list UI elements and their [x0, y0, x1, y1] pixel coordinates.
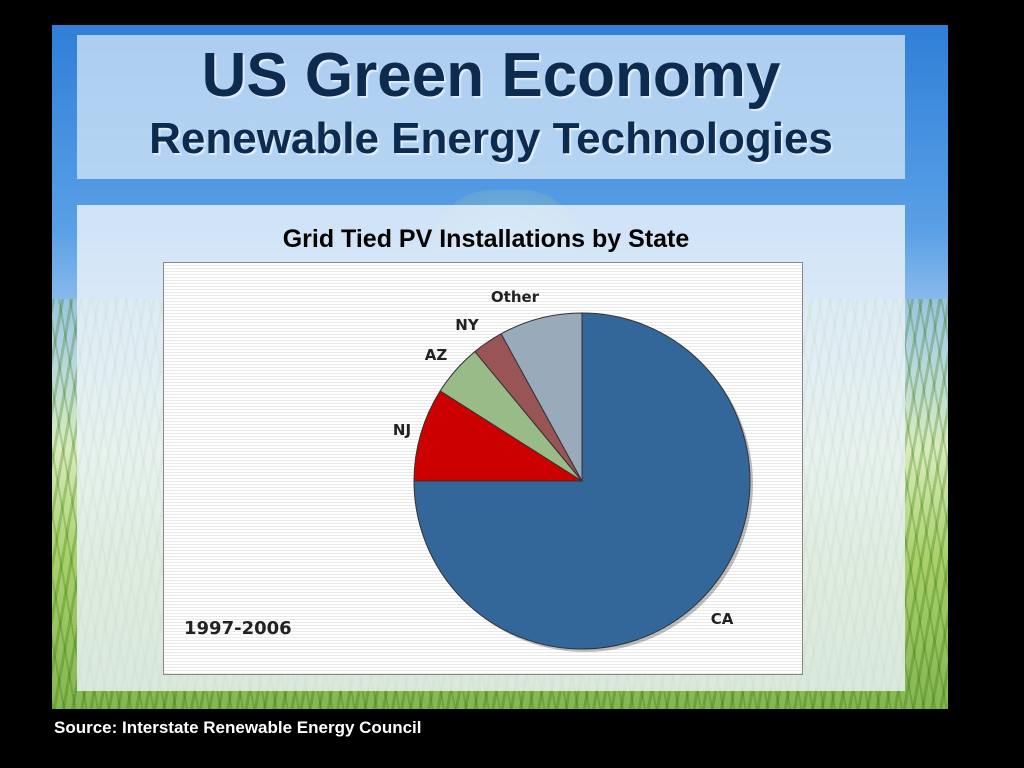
slice-label-ny: NY — [455, 316, 480, 334]
pie-chart: 1997-2006 CA NJ AZ NY Other — [163, 262, 803, 675]
title-box: US Green Economy Renewable Energy Techno… — [77, 35, 905, 179]
slice-label-az: AZ — [425, 346, 448, 364]
pie-slice-nj — [413, 390, 584, 482]
slice-label-nj: NJ — [393, 421, 411, 439]
period-label: 1997-2006 — [184, 618, 292, 639]
slide-title: US Green Economy — [201, 41, 781, 110]
source-note: Source: Interstate Renewable Energy Coun… — [54, 718, 422, 737]
slice-label-other: Other — [491, 288, 540, 306]
slice-label-ca: CA — [711, 610, 734, 628]
pie-chart-svg: 1997-2006 CA NJ AZ NY Other — [184, 288, 753, 652]
pie-slice-other — [500, 312, 583, 482]
slide-subtitle: Renewable Energy Technologies — [149, 114, 833, 163]
chart-title: Grid Tied PV Installations by State — [282, 225, 690, 253]
pie-slice-ca — [413, 312, 751, 650]
